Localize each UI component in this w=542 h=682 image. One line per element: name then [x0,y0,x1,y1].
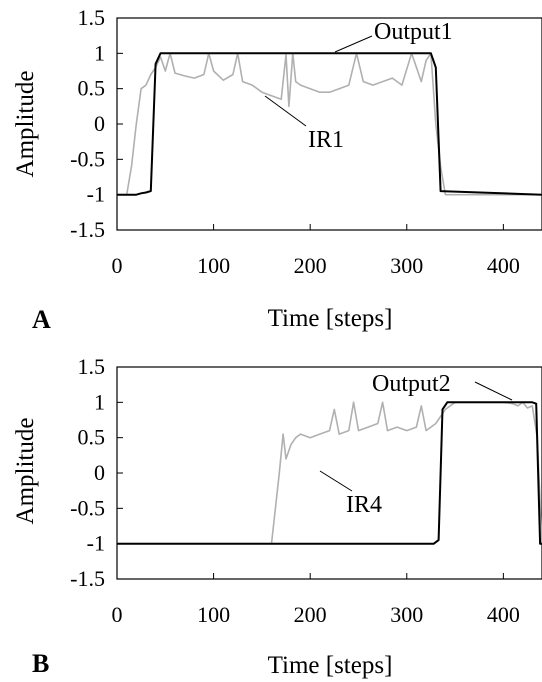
chart-b-y-tick-label: -0.5 [70,495,105,520]
chart-b-x-tick-label: 100 [197,602,230,627]
chart-b-y-tick-label: -1 [87,531,105,556]
chart-a-panel-label: A [32,305,51,334]
chart-b-ir4-annotation: IR4 [346,492,382,518]
chart-b-y-tick-label: 0 [94,460,105,485]
chart-b-y-tick-label: -1.5 [70,566,105,591]
chart-a-series-output1 [117,52,542,196]
chart-a: 1.5 1 0.5 0 -0.5 -1 -1.5 0 100 200 300 400 Amplitu… [12,5,542,334]
chart-b-y-tick-label: 1 [94,389,105,414]
chart-b-series [117,401,542,545]
chart-a-y-tick-label: 0 [94,111,105,136]
chart-b-series-output2 [117,401,542,545]
chart-a-ir1-annotation: IR1 [308,127,344,153]
chart-b: 1.5 1 0.5 0 -0.5 -1 -1.5 0 100 200 300 400 Amplitu… [12,354,542,679]
chart-a-x-tick-label: 400 [487,253,520,278]
chart-a-x-ticks: 0 100 200 300 400 [112,224,520,278]
chart-b-xlabel: Time [steps] [268,652,393,679]
chart-a-x-tick-label: 100 [197,253,230,278]
chart-b-x-tick-label: 200 [294,602,327,627]
chart-a-y-tick-label: 1 [94,40,105,65]
chart-a-series-ir1 [117,52,542,196]
chart-a-output1-pointer [334,35,373,53]
chart-b-x-ticks: 0 100 200 300 400 [112,573,520,627]
chart-b-ir4-pointer [319,470,353,492]
chart-b-x-tick-label: 0 [112,602,123,627]
chart-a-y-ticks: 1.5 1 0.5 0 -0.5 -1 -1.5 [70,5,123,242]
chart-b-series-ir4 [117,401,542,545]
chart-b-y-tick-label: 0.5 [78,425,106,450]
chart-a-x-tick-label: 200 [294,253,327,278]
chart-a-y-tick-label: -0.5 [70,146,105,171]
chart-a-y-tick-label: 0.5 [78,76,106,101]
chart-b-x-tick-label: 300 [390,602,423,627]
chart-b-y-tick-label: 1.5 [78,354,106,379]
chart-b-plot-area [116,366,542,580]
chart-b-output2-annotation: Output2 [372,371,451,397]
chart-a-ir1-pointer [264,95,307,127]
chart-a-output1-annotation: Output1 [374,19,453,45]
chart-a-y-tick-label: -1.5 [70,217,105,242]
chart-a-y-tick-label: -1 [87,182,105,207]
chart-a-series [117,52,542,196]
chart-a-y-tick-label: 1.5 [78,5,106,30]
chart-a-xlabel: Time [steps] [268,305,393,332]
chart-a-plot-area [116,17,542,231]
chart-b-output2-pointer [474,381,513,401]
chart-b-y-ticks: 1.5 1 0.5 0 -0.5 -1 -1.5 [70,354,123,591]
chart-b-ylabel: Amplitude [12,418,39,525]
chart-a-x-tick-label: 0 [112,253,123,278]
chart-b-x-tick-label: 400 [487,602,520,627]
chart-a-ylabel: Amplitude [12,71,39,178]
chart-a-x-tick-label: 300 [390,253,423,278]
chart-b-panel-label: B [32,649,49,678]
